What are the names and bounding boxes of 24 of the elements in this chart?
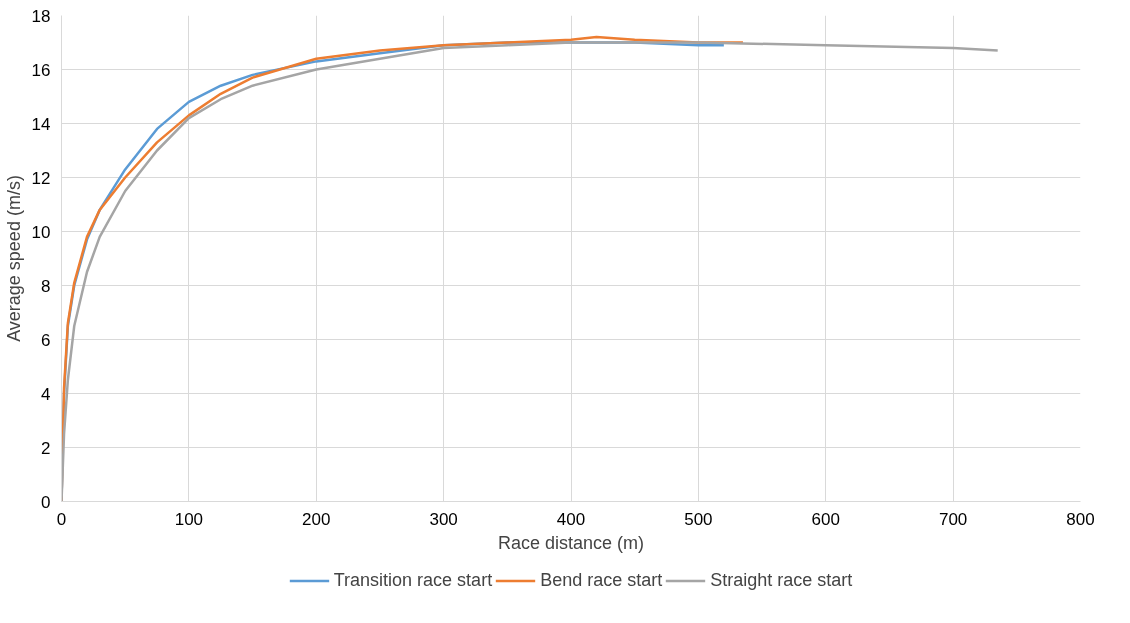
x-tick-label: 800 bbox=[1066, 509, 1095, 529]
x-tick-label: 400 bbox=[556, 509, 586, 529]
y-tick-label: 12 bbox=[31, 168, 51, 188]
y-tick-label: 16 bbox=[31, 60, 51, 80]
y-tick-label: 18 bbox=[31, 6, 51, 26]
y-tick-label: 0 bbox=[41, 492, 51, 512]
x-axis-title: Race distance (m) bbox=[497, 532, 645, 553]
x-tick-label: 300 bbox=[429, 509, 458, 529]
x-tick-label: 700 bbox=[938, 509, 968, 529]
x-tick-label: 600 bbox=[811, 509, 840, 529]
y-tick-label: 4 bbox=[41, 384, 51, 404]
x-tick-label: 0 bbox=[56, 509, 67, 529]
y-tick-label: 10 bbox=[31, 222, 51, 242]
legend-label: Transition race start bbox=[333, 569, 493, 591]
y-tick-label: 2 bbox=[41, 438, 51, 458]
legend-label: Straight race start bbox=[710, 569, 853, 591]
legend-label: Bend race start bbox=[540, 569, 663, 591]
y-tick-label: 6 bbox=[41, 330, 51, 350]
x-tick-label: 100 bbox=[174, 509, 204, 529]
y-tick-label: 8 bbox=[41, 276, 51, 296]
y-axis-title: Average speed (m/s) bbox=[3, 175, 24, 342]
y-tick-label: 14 bbox=[31, 114, 51, 134]
x-tick-label: 200 bbox=[302, 509, 331, 529]
x-tick-label: 500 bbox=[684, 509, 713, 529]
